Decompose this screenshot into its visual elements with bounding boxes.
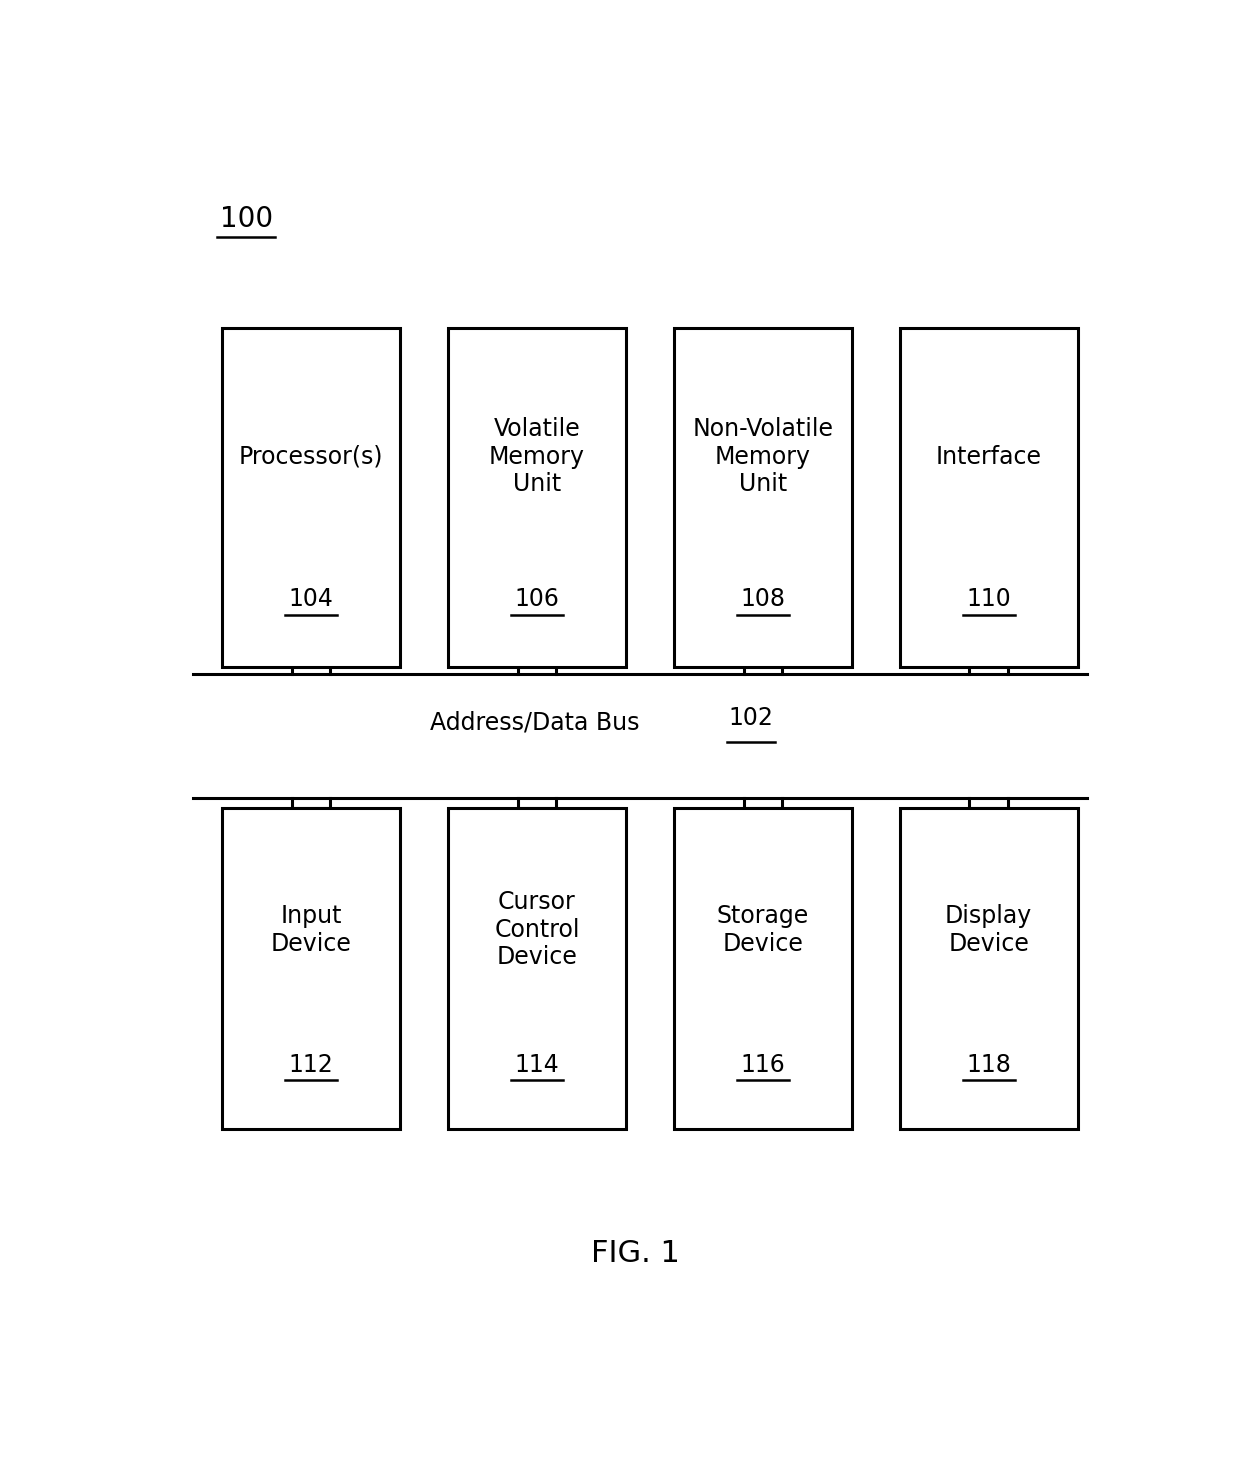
Text: 112: 112 bbox=[289, 1053, 334, 1077]
Text: 106: 106 bbox=[515, 587, 559, 611]
Text: Volatile
Memory
Unit: Volatile Memory Unit bbox=[489, 418, 585, 497]
Text: FIG. 1: FIG. 1 bbox=[591, 1238, 680, 1267]
Text: 114: 114 bbox=[515, 1053, 559, 1077]
Bar bbox=[448, 328, 626, 667]
Text: Processor(s): Processor(s) bbox=[239, 445, 383, 469]
Text: 116: 116 bbox=[740, 1053, 785, 1077]
Bar bbox=[900, 328, 1078, 667]
Text: Input
Device: Input Device bbox=[270, 904, 352, 955]
Text: 104: 104 bbox=[289, 587, 334, 611]
Text: Address/Data Bus: Address/Data Bus bbox=[430, 711, 640, 734]
Text: Non-Volatile
Memory
Unit: Non-Volatile Memory Unit bbox=[692, 418, 833, 497]
Bar bbox=[222, 328, 401, 667]
Text: Storage
Device: Storage Device bbox=[717, 904, 808, 955]
Bar bbox=[900, 807, 1078, 1130]
Bar bbox=[222, 807, 401, 1130]
Text: Interface: Interface bbox=[936, 445, 1042, 469]
Text: 118: 118 bbox=[966, 1053, 1011, 1077]
Text: Cursor
Control
Device: Cursor Control Device bbox=[495, 889, 580, 970]
Bar bbox=[675, 328, 852, 667]
Bar bbox=[675, 807, 852, 1130]
Text: 108: 108 bbox=[740, 587, 785, 611]
Text: 102: 102 bbox=[728, 706, 774, 730]
Bar bbox=[448, 807, 626, 1130]
Text: 110: 110 bbox=[966, 587, 1011, 611]
Text: Display
Device: Display Device bbox=[945, 904, 1032, 955]
Text: 100: 100 bbox=[219, 205, 273, 233]
